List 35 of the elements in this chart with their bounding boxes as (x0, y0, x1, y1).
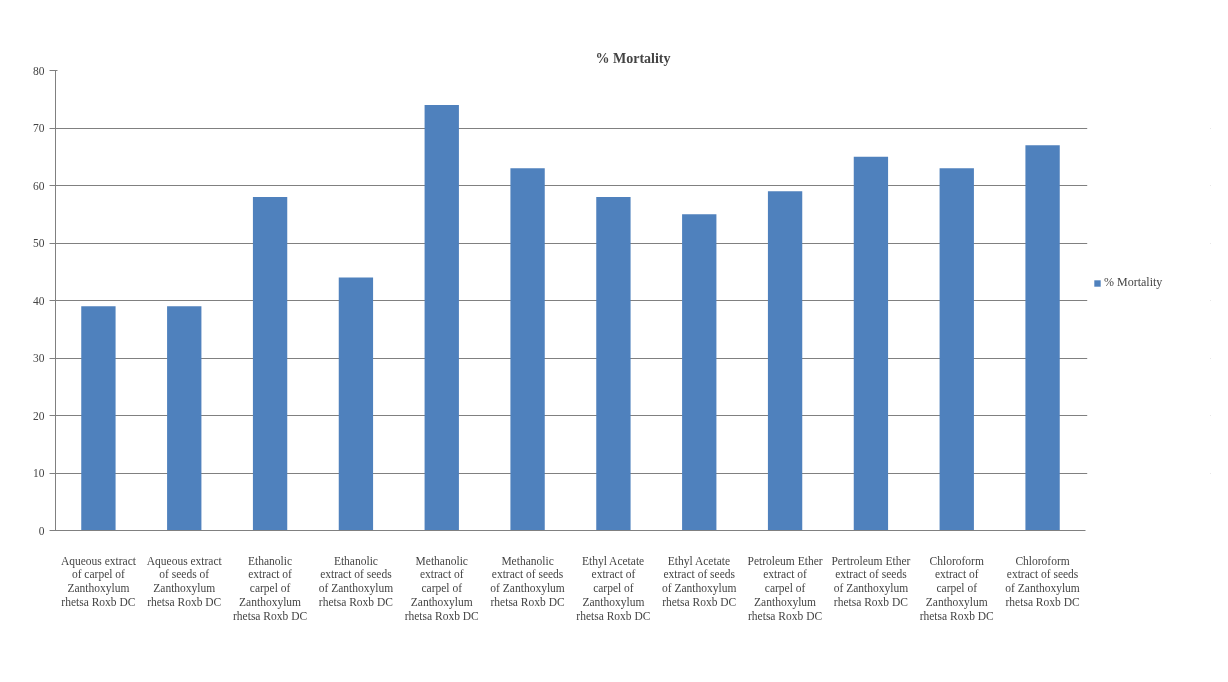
bar (81, 306, 116, 531)
y-tick-label: 70 (33, 122, 45, 134)
y-tick-label: 30 (33, 352, 45, 364)
bar (167, 306, 202, 531)
bar (1025, 145, 1060, 531)
bar (510, 168, 545, 531)
x-tick-label: Chloroform extract of seeds of Zanthoxylum rhetsa Roxb DC (1005, 554, 1080, 608)
y-tick-label: 0 (38, 524, 45, 537)
y-tick-label: 50 (33, 237, 45, 249)
legend-label: % Mortality (1104, 275, 1163, 290)
y-tick-label: 60 (33, 179, 45, 192)
x-tick-label: Ethanolic extract of seeds of Zanthoxylum rhetsa Roxb DC (318, 554, 394, 608)
chart-title: % Mortality (595, 50, 671, 66)
bar (596, 197, 631, 531)
bar (682, 214, 717, 531)
y-tick-label: 80 (33, 64, 45, 77)
x-tick-label: Ethanolic extract of carpel of Zanthoxylum rhetsa Roxb DC (233, 554, 308, 622)
x-tick-label: Methanolic extract of seeds of Zanthoxylum rhetsa Roxb DC (490, 554, 565, 608)
bar (424, 105, 459, 531)
y-tick-label: 20 (33, 409, 45, 422)
bar (939, 168, 974, 531)
y-tick-label: 10 (33, 467, 45, 479)
bar (338, 277, 374, 531)
bar (853, 156, 889, 531)
bar (252, 197, 288, 531)
x-tick-label: Ethyl Acetate extract of seeds of Zanthoxylum rhetsa Roxb DC (662, 554, 737, 608)
x-tick-label: Methanolic extract of carpel of Zanthoxylum rhetsa Roxb DC (404, 554, 480, 622)
x-tick-label: Petroleum Ether extract of carpel of Zanthoxylum rhetsa Roxb DC (747, 554, 823, 622)
bar (767, 191, 803, 531)
x-tick-label: Aqueous extract of carpel of Zanthoxylum rhetsa Roxb DC (60, 554, 137, 608)
x-tick-label: Aqueous extract of seeds of Zanthoxylum rhetsa Roxb DC (146, 554, 223, 608)
x-tick-label: Pertroleum Ether extract of seeds of Zanthoxylum rhetsa Roxb DC (831, 554, 911, 608)
x-tick-label: Chloroform extract of carpel of Zanthoxylum rhetsa Roxb DC (919, 554, 995, 622)
y-tick-label: 40 (33, 294, 45, 307)
x-tick-label: Ethyl Acetate extract of carpel of Zanthoxylum rhetsa Roxb DC (576, 554, 651, 622)
